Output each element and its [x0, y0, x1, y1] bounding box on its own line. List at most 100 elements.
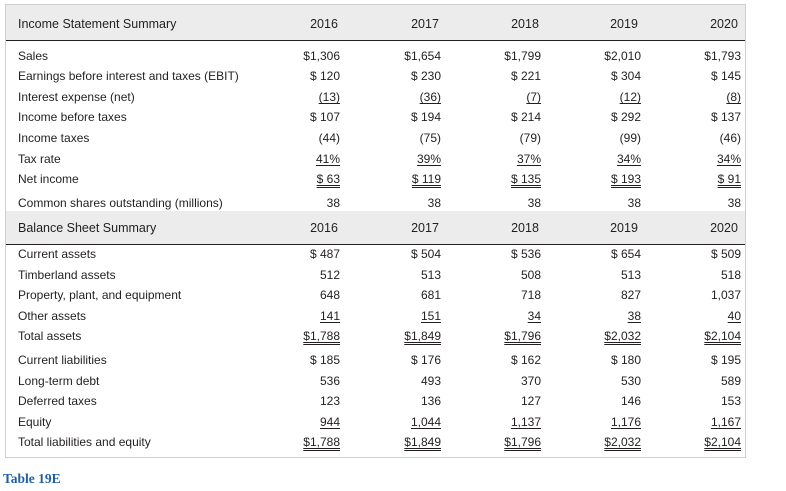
cell-value: $1,788 — [303, 329, 340, 343]
balance_rows-label-1: Timberland assets — [18, 268, 116, 282]
income_rows-label-1: Earnings before interest and taxes (EBIT… — [18, 69, 239, 83]
balance_rows-value-1-3: 513 — [581, 268, 641, 282]
balance_rows-value-0-3: $ 654 — [581, 247, 641, 261]
balance_rows-label-6: Long-term debt — [18, 374, 100, 388]
cell-value: 39% — [416, 152, 441, 166]
cell-value: 151 — [420, 309, 441, 323]
balance_rows-value-6-1: 493 — [381, 374, 441, 388]
cell-value: $ 107 — [309, 110, 340, 124]
balance_rows-value-0-4: $ 509 — [681, 247, 741, 261]
income_rows-value-4-4: (46) — [681, 131, 741, 145]
income_rows-value-1-3: $ 304 — [581, 69, 641, 83]
cell-value: 536 — [319, 374, 340, 388]
balance-header-rule — [6, 244, 745, 245]
income_rows-value-0-4: $1,793 — [681, 49, 741, 63]
income_rows-value-2-1: (36) — [381, 90, 441, 104]
cell-value: $ 504 — [410, 247, 441, 261]
balance_rows-label-8: Equity — [18, 415, 52, 429]
income_header-year-4: 2020 — [710, 17, 738, 31]
cell-value: 589 — [720, 374, 741, 388]
cell-value: (75) — [419, 131, 441, 145]
cell-value: $ 654 — [610, 247, 641, 261]
balance_header-year-2: 2018 — [511, 221, 539, 235]
cell-value: (8) — [726, 90, 741, 104]
balance_rows-value-1-2: 508 — [481, 268, 541, 282]
balance_rows-value-6-0: 536 — [280, 374, 340, 388]
cell-value: $ 195 — [710, 353, 741, 367]
income_rows-value-3-0: $ 107 — [280, 110, 340, 124]
cell-value: 718 — [520, 288, 541, 302]
balance_rows-value-1-4: 518 — [681, 268, 741, 282]
balance_rows-value-4-0: $1,788 — [280, 329, 340, 343]
cell-value: $ 230 — [410, 69, 441, 83]
cell-value: 38 — [326, 196, 340, 210]
cell-value: 1,037 — [710, 288, 741, 302]
income_rows-value-7-2: 38 — [481, 196, 541, 210]
balance_rows-value-8-1: 1,044 — [381, 415, 441, 429]
cell-value: (99) — [619, 131, 641, 145]
cell-value: 34% — [716, 152, 741, 166]
income_rows-value-2-0: (13) — [280, 90, 340, 104]
cell-value: $ 221 — [510, 69, 541, 83]
cell-value: 513 — [620, 268, 641, 282]
balance_rows-value-6-2: 370 — [481, 374, 541, 388]
cell-value: (44) — [318, 131, 340, 145]
income_rows-value-2-3: (12) — [581, 90, 641, 104]
balance_rows-value-3-0: 141 — [280, 309, 340, 323]
balance_rows-label-5: Current liabilities — [18, 353, 107, 367]
income_rows-value-6-2: $ 135 — [481, 172, 541, 186]
balance_rows-value-4-3: $2,032 — [581, 329, 641, 343]
income_rows-value-5-2: 37% — [481, 152, 541, 166]
balance_rows-label-0: Current assets — [18, 247, 97, 261]
balance_rows-value-0-1: $ 504 — [381, 247, 441, 261]
income_rows-value-3-2: $ 214 — [481, 110, 541, 124]
cell-value: 1,167 — [710, 415, 741, 429]
balance_rows-value-9-1: $1,849 — [381, 435, 441, 449]
balance_rows-value-9-3: $2,032 — [581, 435, 641, 449]
financial-table: Income Statement Summary 2016 2017 2018 2019… — [5, 4, 746, 458]
income_rows-value-7-0: 38 — [280, 196, 340, 210]
cell-value: 370 — [520, 374, 541, 388]
balance_rows-value-4-4: $2,104 — [681, 329, 741, 343]
balance_rows-value-8-2: 1,137 — [481, 415, 541, 429]
cell-value: $ 91 — [717, 172, 741, 186]
balance_rows-value-5-0: $ 185 — [280, 353, 340, 367]
balance_rows-value-8-4: 1,167 — [681, 415, 741, 429]
cell-value: $ 185 — [309, 353, 340, 367]
balance_header-year-4: 2020 — [710, 221, 738, 235]
income_rows-value-3-3: $ 292 — [581, 110, 641, 124]
cell-value: (46) — [719, 131, 741, 145]
balance_rows-value-0-2: $ 536 — [481, 247, 541, 261]
balance_rows-value-9-2: $1,796 — [481, 435, 541, 449]
cell-value: $ 120 — [309, 69, 340, 83]
cell-value: 827 — [620, 288, 641, 302]
cell-value: 136 — [420, 394, 441, 408]
balance_rows-value-5-2: $ 162 — [481, 353, 541, 367]
balance_rows-value-6-4: 589 — [681, 374, 741, 388]
income_rows-label-6: Net income — [18, 172, 79, 186]
balance_rows-label-3: Other assets — [18, 309, 87, 323]
cell-value: 1,137 — [510, 415, 541, 429]
income_rows-value-5-0: 41% — [280, 152, 340, 166]
balance_rows-value-4-1: $1,849 — [381, 329, 441, 343]
balance_rows-value-1-1: 513 — [381, 268, 441, 282]
cell-value: 518 — [720, 268, 741, 282]
balance_rows-label-7: Deferred taxes — [18, 394, 97, 408]
income_rows-value-6-0: $ 63 — [280, 172, 340, 186]
income_rows-value-5-3: 34% — [581, 152, 641, 166]
cell-value: $2,104 — [704, 435, 741, 449]
cell-value: $ 194 — [410, 110, 441, 124]
cell-value: $ 176 — [410, 353, 441, 367]
income-header-band — [6, 5, 745, 41]
cell-value: $2,104 — [704, 329, 741, 343]
income_rows-value-1-1: $ 230 — [381, 69, 441, 83]
cell-value: $ 193 — [610, 172, 641, 186]
balance_rows-value-6-3: 530 — [581, 374, 641, 388]
balance_rows-value-2-2: 718 — [481, 288, 541, 302]
income_rows-value-2-4: (8) — [681, 90, 741, 104]
cell-value: 38 — [627, 196, 641, 210]
income_header-year-3: 2019 — [610, 17, 638, 31]
cell-value: $2,032 — [604, 329, 641, 343]
balance_rows-value-7-3: 146 — [581, 394, 641, 408]
balance_rows-label-4: Total assets — [18, 329, 82, 343]
